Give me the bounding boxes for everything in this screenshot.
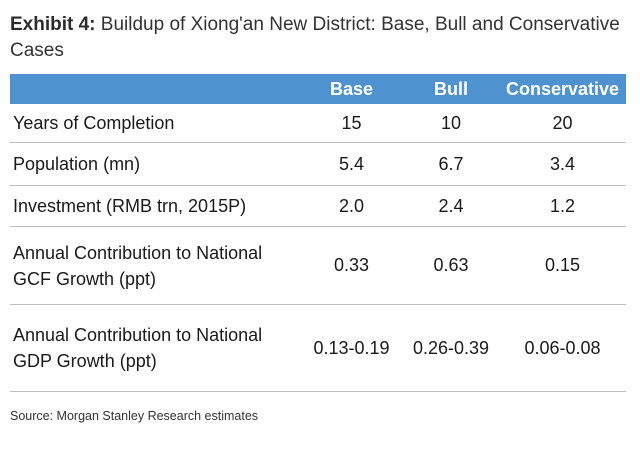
column-header-conservative: Conservative [499,74,626,104]
table-row: Investment (RMB trn, 2015P) 2.0 2.4 1.2 [10,185,626,227]
column-header-bull: Bull [403,74,499,104]
cell-base: 0.33 [300,226,403,305]
exhibit-title-text: Buildup of Xiong'an New District: Base, … [10,14,620,61]
source-note: Source: Morgan Stanley Research estimate… [10,409,259,423]
scenario-table: Base Bull Conservative Years of Completi… [10,74,626,392]
cell-base: 2.0 [300,185,403,227]
column-header-base: Base [300,74,403,104]
header-blank-cell [10,74,300,104]
cell-bull: 6.7 [403,142,499,186]
cell-conservative: 20 [499,104,626,143]
cell-bull: 10 [403,104,499,143]
row-label: Annual Contribution to National GCF Grow… [10,226,300,305]
cell-base: 15 [300,104,403,143]
row-label: Population (mn) [10,142,300,186]
exhibit-number: Exhibit 4: [10,14,96,35]
row-label: Years of Completion [10,104,300,143]
cell-conservative: 0.15 [499,226,626,305]
table-row: Population (mn) 5.4 6.7 3.4 [10,142,626,186]
cell-base: 5.4 [300,142,403,186]
cell-base: 0.13-0.19 [300,304,403,392]
cell-bull: 0.63 [403,226,499,305]
table-row: Annual Contribution to National GCF Grow… [10,226,626,305]
row-label: Annual Contribution to National GDP Grow… [10,304,300,392]
cell-conservative: 3.4 [499,142,626,186]
cell-conservative: 1.2 [499,185,626,227]
cell-bull: 2.4 [403,185,499,227]
table-row: Annual Contribution to National GDP Grow… [10,304,626,392]
cell-bull: 0.26-0.39 [403,304,499,392]
row-label: Investment (RMB trn, 2015P) [10,185,300,227]
table-row: Years of Completion 15 10 20 [10,104,626,143]
cell-conservative: 0.06-0.08 [499,304,626,392]
table-header-row: Base Bull Conservative [10,74,626,104]
exhibit-title: Exhibit 4: Buildup of Xiong'an New Distr… [10,12,630,64]
